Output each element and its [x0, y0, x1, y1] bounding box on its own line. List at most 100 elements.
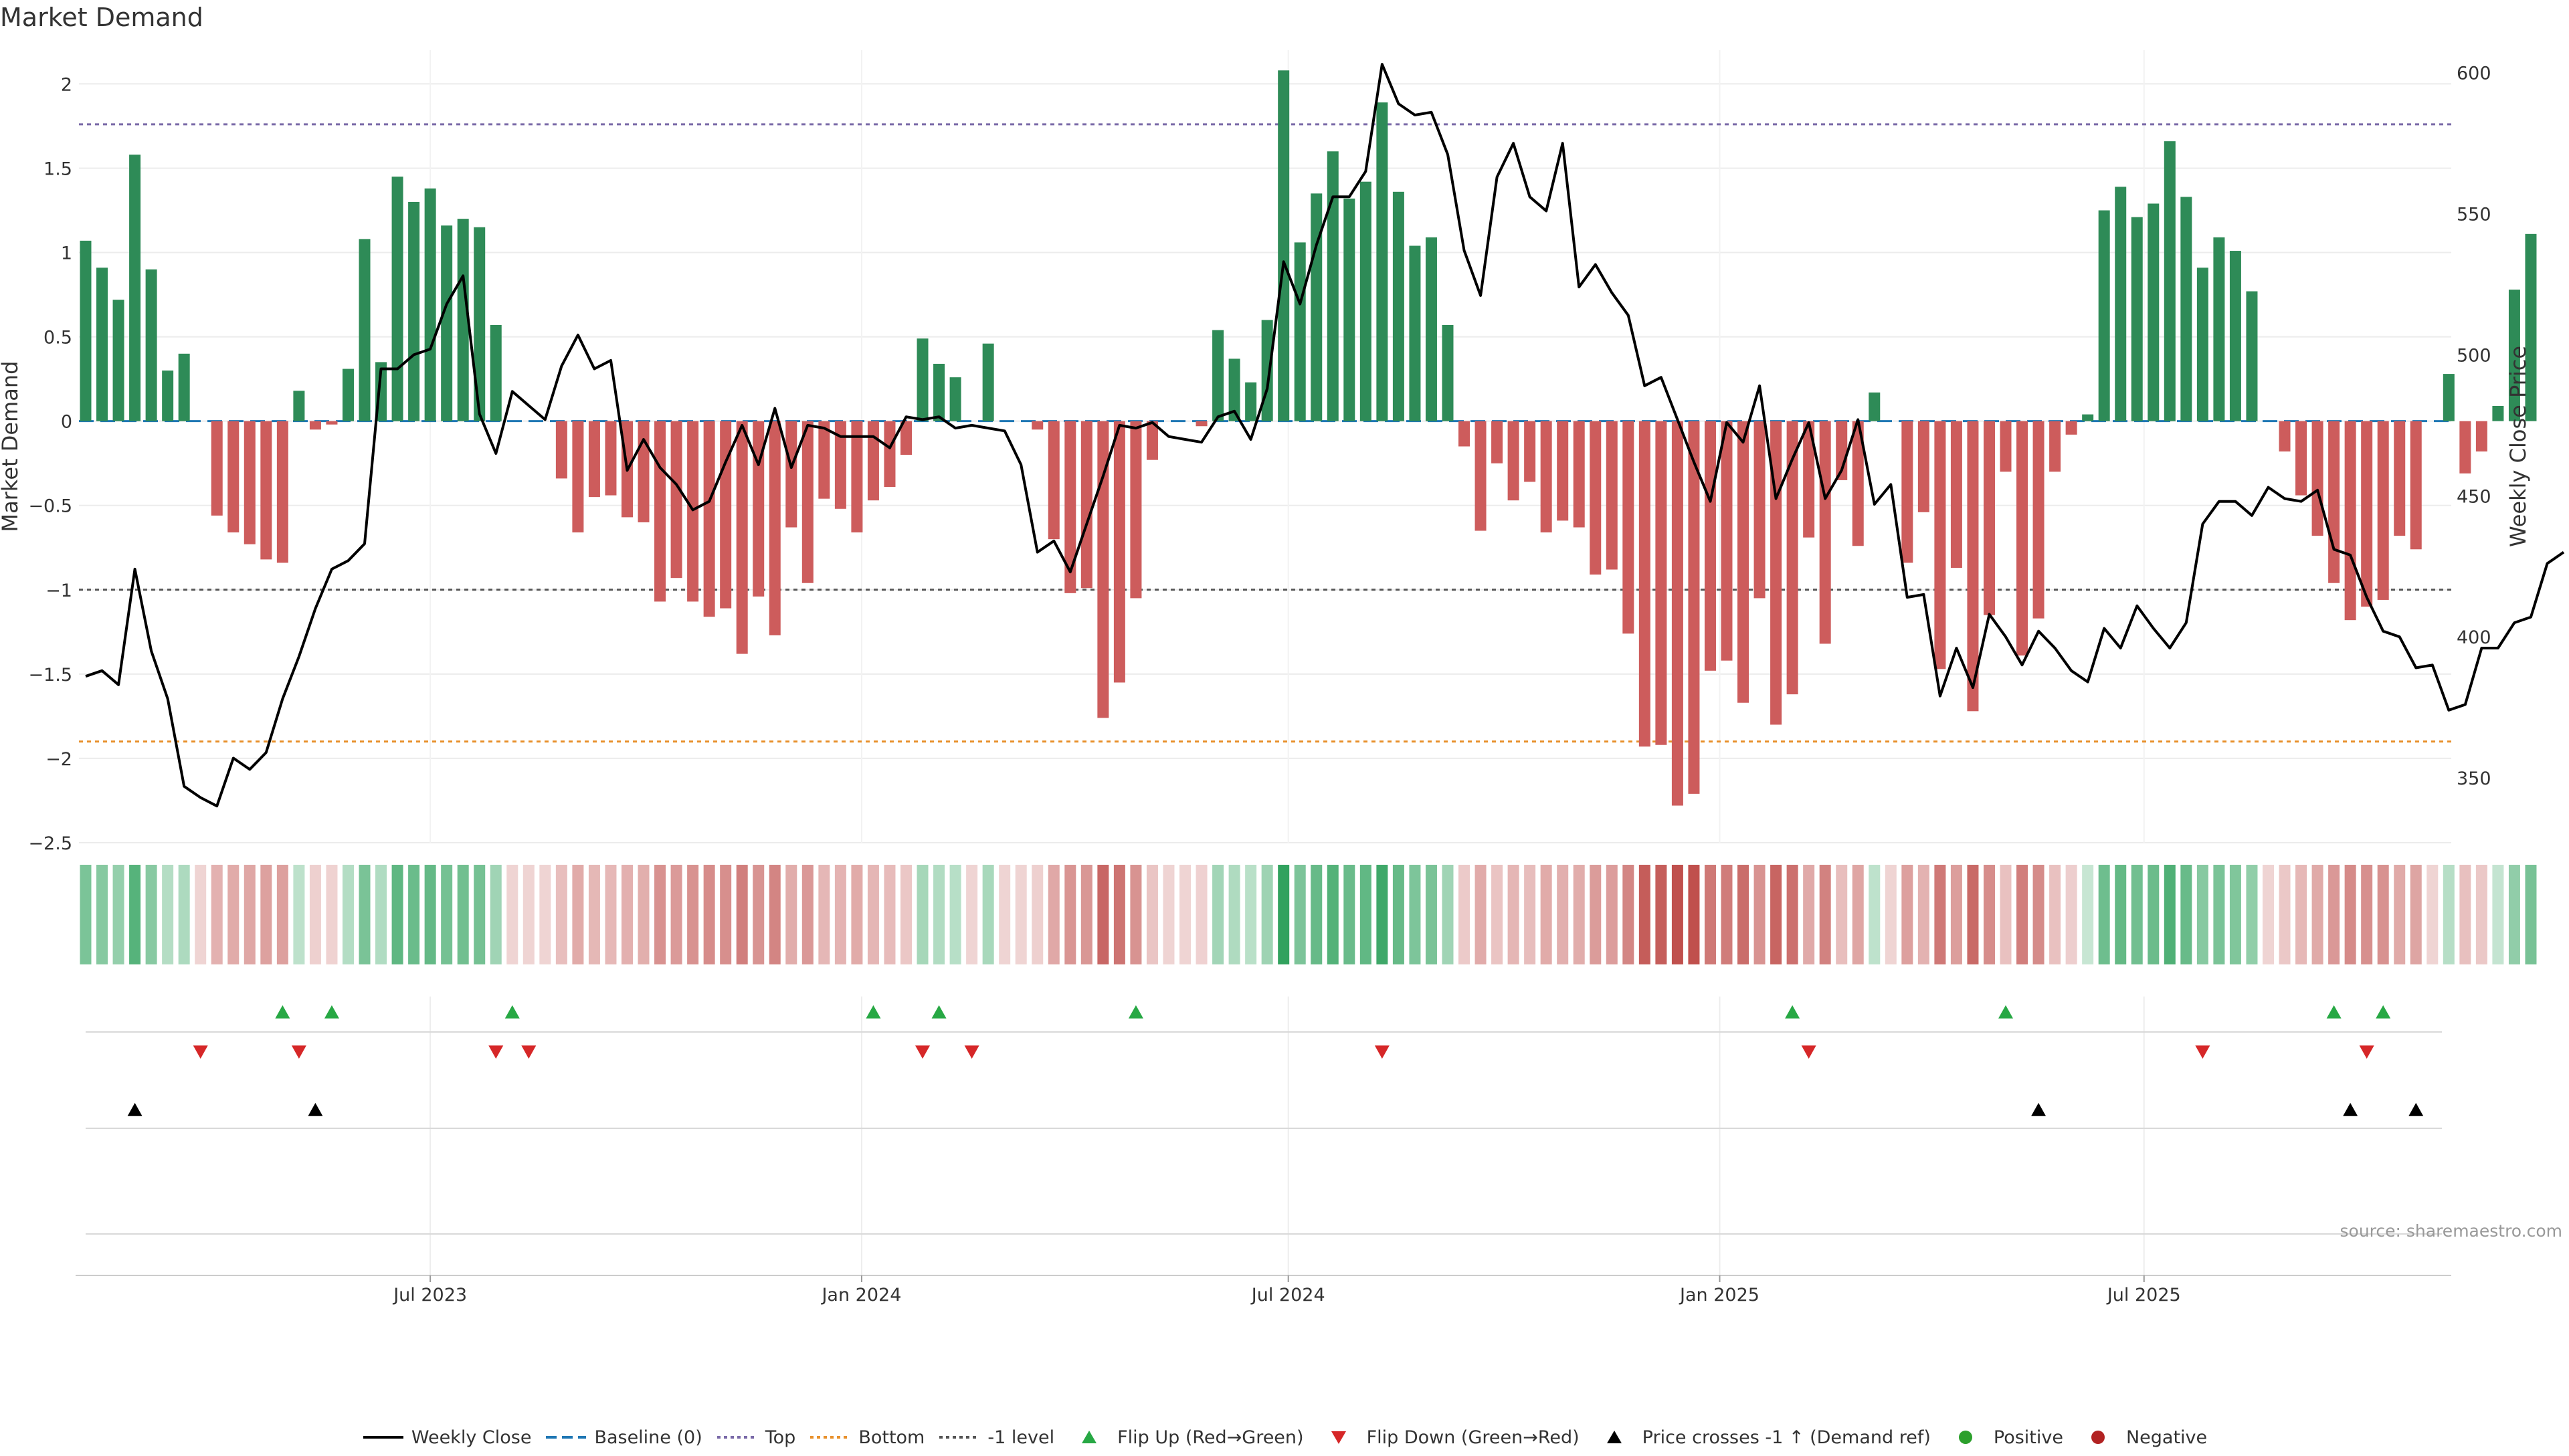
legend-label: Positive — [1993, 1427, 2063, 1448]
heat-cell — [2295, 865, 2307, 964]
demand-bar — [720, 421, 732, 609]
demand-bar — [2344, 421, 2356, 621]
heat-cell — [2394, 865, 2406, 964]
triangle-down-icon — [1331, 1431, 1346, 1444]
heat-cell — [441, 865, 453, 964]
heat-cell — [375, 865, 387, 964]
demand-bar — [555, 421, 567, 479]
price-cross-marker — [2343, 1103, 2358, 1116]
heat-cell — [982, 865, 994, 964]
demand-bar — [1130, 421, 1142, 599]
heat-cell — [638, 865, 650, 964]
demand-bar — [1540, 421, 1552, 533]
flip-up-marker — [1128, 1005, 1143, 1019]
heat-cell — [605, 865, 617, 964]
heat-cell — [1491, 865, 1503, 964]
price-cross-marker — [127, 1103, 142, 1116]
heat-cell — [1130, 865, 1142, 964]
legend-item: Negative — [2077, 1427, 2207, 1448]
demand-bar — [2394, 421, 2406, 536]
heat-cell — [2016, 865, 2028, 964]
left-tick-label: 0.5 — [43, 328, 72, 348]
heat-cell — [539, 865, 551, 964]
heat-cell — [522, 865, 535, 964]
legend-item: Bottom — [809, 1427, 925, 1448]
price-cross-marker — [2408, 1103, 2424, 1116]
heat-cell — [80, 865, 92, 964]
heat-cell — [1786, 865, 1798, 964]
demand-bar — [1721, 421, 1733, 661]
left-tick-label: −1 — [45, 581, 72, 601]
legend-label: Baseline (0) — [594, 1427, 702, 1448]
heat-cell — [1359, 865, 1371, 964]
heat-cell — [129, 865, 141, 964]
heat-cell — [162, 865, 174, 964]
legend-label: Flip Up (Red→Green) — [1117, 1427, 1304, 1448]
demand-bar — [1409, 245, 1421, 421]
heat-cell — [654, 865, 666, 964]
legend-label: Top — [765, 1427, 796, 1448]
heat-cell — [1753, 865, 1766, 964]
demand-bar — [326, 421, 338, 425]
heat-cell — [2492, 865, 2504, 964]
demand-bar — [1507, 421, 1519, 501]
dotted-line-icon — [810, 1436, 851, 1439]
heat-cell — [1557, 865, 1569, 964]
demand-bar — [359, 239, 371, 421]
heat-cell — [2131, 865, 2143, 964]
heat-cell — [1212, 865, 1224, 964]
heat-cell — [588, 865, 600, 964]
heat-cell — [1458, 865, 1470, 964]
demand-bar — [2213, 237, 2225, 421]
heat-cell — [785, 865, 797, 964]
demand-bar — [293, 391, 305, 421]
left-tick-label: −1.5 — [28, 665, 72, 686]
demand-bar — [1327, 151, 1339, 421]
heat-cell — [293, 865, 305, 964]
demand-bar — [424, 188, 436, 421]
heat-cell — [474, 865, 486, 964]
left-tick-label: −2.5 — [28, 833, 72, 854]
heat-cell — [2443, 865, 2455, 964]
demand-bar — [572, 421, 584, 533]
heat-cell — [555, 865, 567, 964]
heat-cell — [424, 865, 436, 964]
demand-bars — [80, 70, 2537, 806]
heat-cell — [1573, 865, 1585, 964]
demand-bar — [2443, 374, 2455, 421]
heat-cell — [260, 865, 272, 964]
source-note: source: sharemaestro.com — [2340, 1221, 2563, 1241]
heat-cell — [1803, 865, 1815, 964]
heat-cell — [1671, 865, 1683, 964]
legend-item: Positive — [1944, 1427, 2063, 1448]
dotted-line-icon — [717, 1436, 757, 1439]
demand-bar — [1442, 324, 1454, 421]
demand-bar — [2311, 421, 2323, 536]
heat-cell — [276, 865, 288, 964]
demand-bar — [1786, 421, 1798, 695]
heat-cell — [1983, 865, 1995, 964]
heat-cell — [917, 865, 929, 964]
demand-bar — [457, 219, 469, 421]
heat-cell — [1261, 865, 1273, 964]
flip-down-marker — [1374, 1045, 1390, 1059]
dotted-line-icon — [939, 1436, 980, 1439]
x-tick-label: Jan 2025 — [1679, 1285, 1759, 1306]
demand-bar — [276, 421, 288, 563]
left-axis-title: Market Demand — [0, 361, 23, 532]
demand-bar — [801, 421, 814, 583]
demand-bar — [1704, 421, 1716, 671]
heat-cell — [506, 865, 518, 964]
flip-down-marker — [291, 1045, 306, 1059]
demand-bar — [900, 421, 912, 455]
heat-cell — [1606, 865, 1618, 964]
demand-bar — [588, 421, 600, 498]
flip-up-marker — [931, 1005, 947, 1019]
heat-cell — [359, 865, 371, 964]
demand-bar — [2377, 421, 2389, 600]
demand-bar — [112, 300, 124, 421]
signal-markers — [86, 1005, 2442, 1235]
flip-down-marker — [964, 1045, 979, 1059]
heat-cell — [2475, 865, 2487, 964]
heat-cell — [1179, 865, 1192, 964]
